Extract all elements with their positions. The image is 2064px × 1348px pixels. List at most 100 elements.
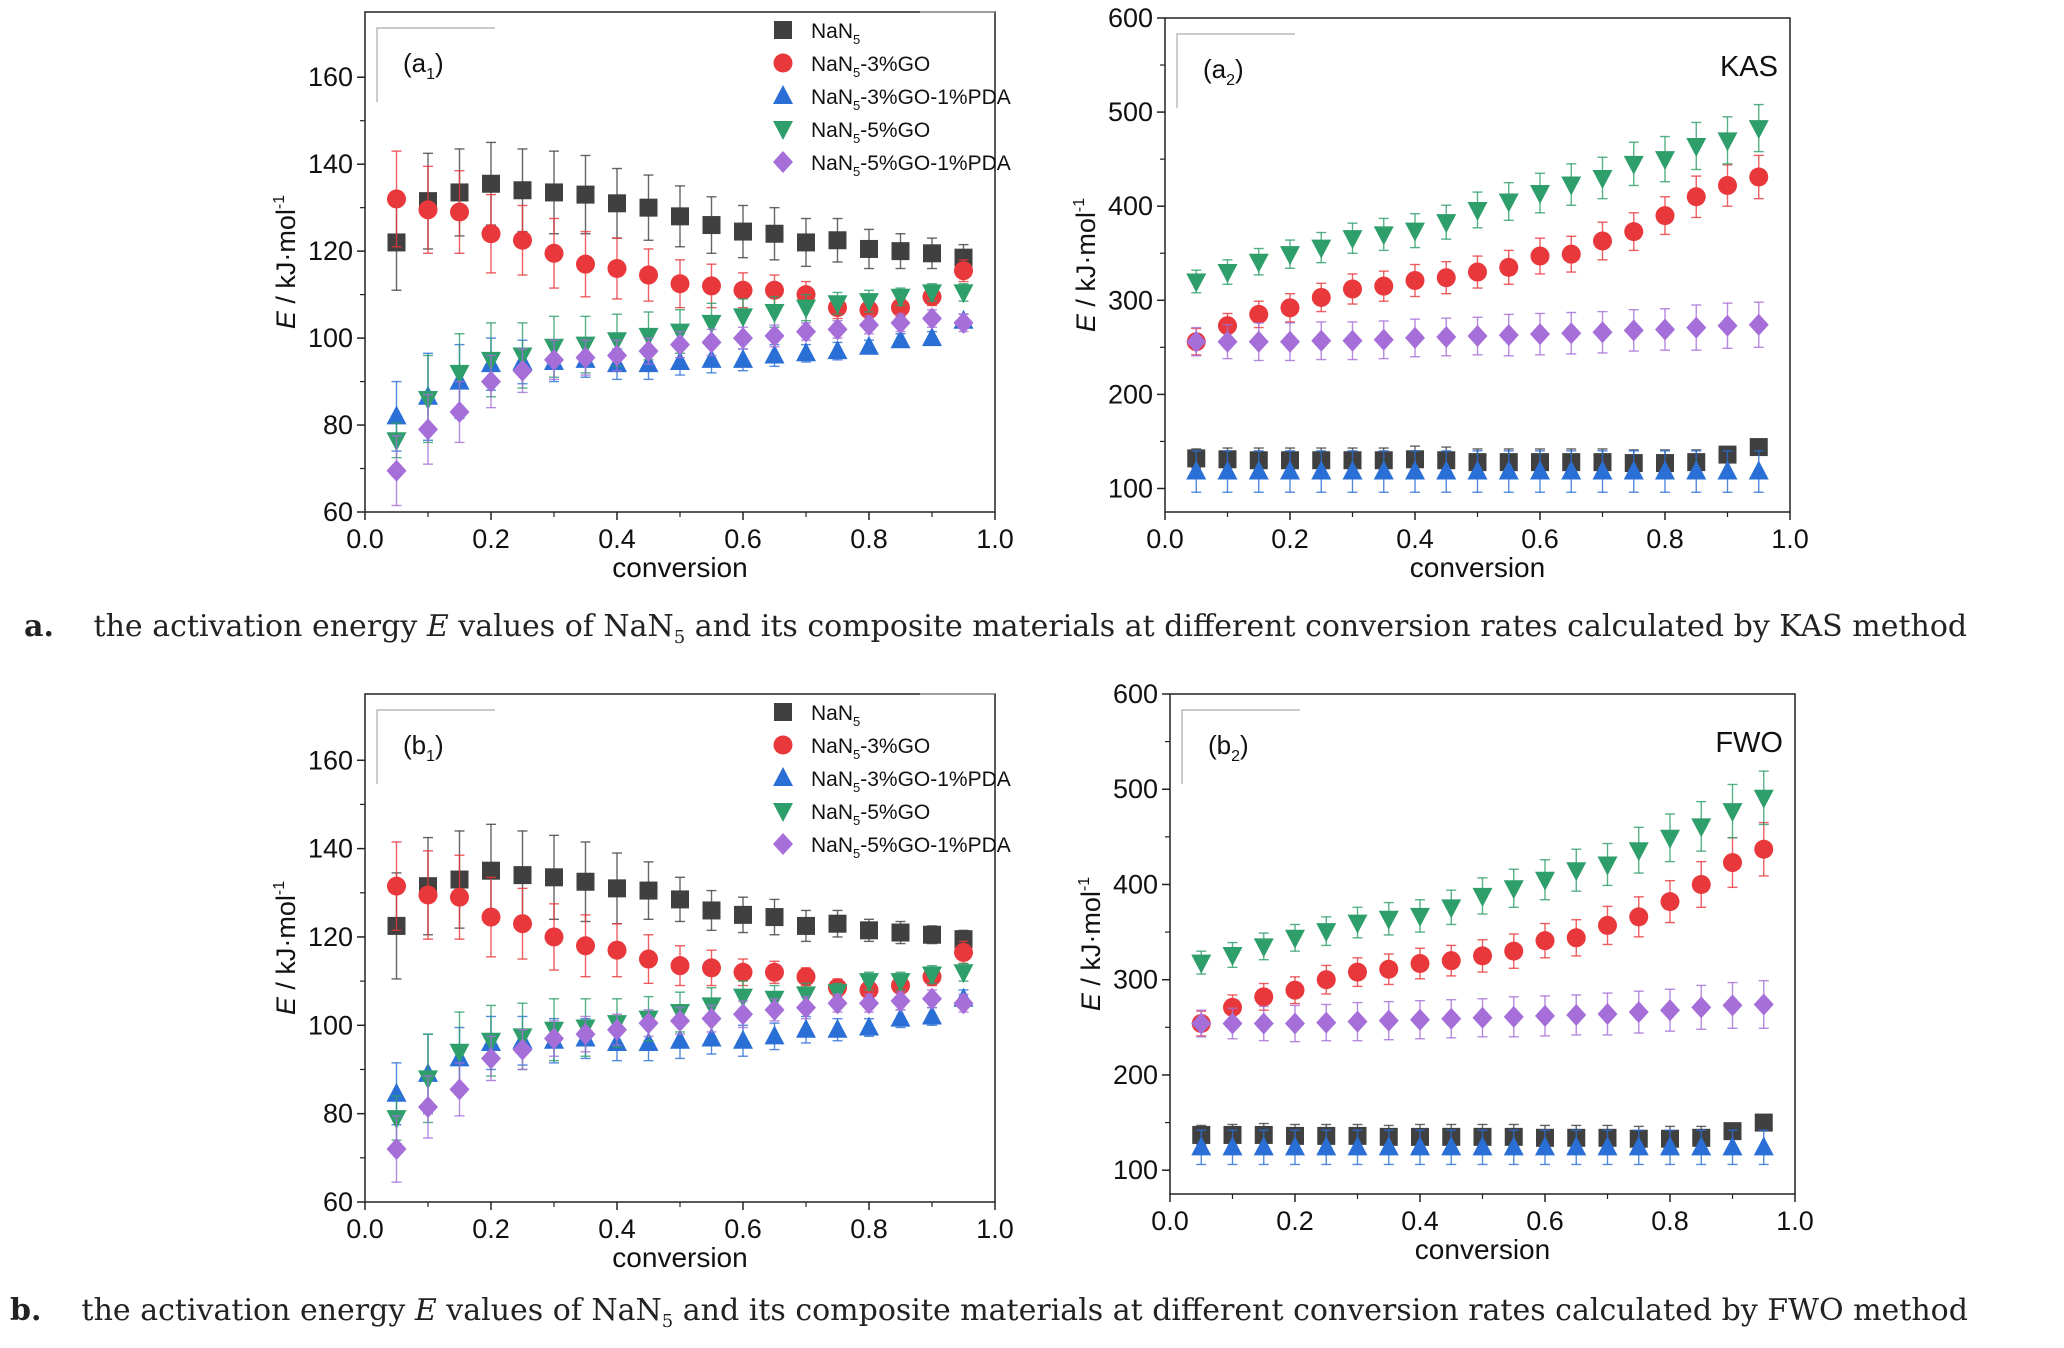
x-tick-label: 0.2 [1271,524,1309,554]
data-point [1254,987,1274,1007]
data-point [1467,201,1488,221]
y-tick-label: 100 [308,1010,353,1040]
data-point [1348,962,1367,982]
panel-label-end: ) [435,48,444,78]
legend-label-sub: 5 [853,747,860,762]
y-axis-label: E / kJ·mol-1 [271,195,301,329]
data-point [1722,994,1743,1017]
data-point [1717,460,1738,480]
data-point [765,280,784,300]
data-point [1628,1001,1649,1024]
data-point [544,927,564,947]
data-point [576,936,595,956]
data-point [1342,460,1363,480]
panel-label-box [376,27,495,102]
data-point [1186,460,1207,480]
data-point [1316,970,1336,990]
y-axis-label-sup: -1 [1076,877,1093,891]
x-tick-label: 0.2 [1276,1206,1314,1236]
data-point [859,335,879,355]
caption-b-pre: the activation energy [81,1293,415,1328]
data-point [1472,1136,1493,1156]
data-point [1316,1011,1337,1034]
caption-a: a. the activation energy E values of NaN… [24,609,2064,648]
data-point [1753,1136,1774,1156]
data-point [1467,460,1488,480]
data-point [1498,193,1519,213]
method-label: KAS [1720,51,1778,83]
caption-a-pre: the activation energy [93,609,427,644]
chart-b1: 0.0 0.2 0.4 0.6 0.8 1.0 60 80 100 120 140 160 conver… [0,0,1030,1300]
y-axis-label-italic: E [1071,313,1101,332]
data-point [576,185,595,204]
legend-label-sub: 5 [853,164,860,179]
chart-b1-svg: 0.0 0.2 0.4 0.6 0.8 1.0 60 80 100 120 140 160 conver… [271,693,1014,1273]
data-point [1498,324,1519,347]
panel-label-end: ) [1235,54,1244,84]
series-4 [1186,301,1769,362]
data-point [859,1016,879,1036]
data-point [638,1012,659,1035]
data-point [1222,1136,1243,1156]
y-tick-label: 400 [1113,869,1158,899]
data-point [1223,997,1242,1017]
x-tick-label: 0.0 [346,1214,384,1244]
y-axis-label: E / kJ·mol-1 [1071,198,1101,332]
caption-a-mid: values of NaN [448,609,674,644]
y-tick-label: 300 [1113,965,1158,995]
data-point [1691,1136,1712,1156]
legend-label: NaN5 [811,20,860,47]
data-point [827,318,848,341]
data-point [1373,226,1394,246]
series-2 [1191,1129,1774,1166]
data-point [608,879,626,898]
panel-label-base: (a [1203,54,1227,84]
data-point [513,866,532,885]
data-point [1280,330,1300,353]
x-tick-label: 0.0 [1151,1206,1189,1236]
y-axis-label-italic: E [1076,992,1106,1011]
legend-label-rest: -5%GO [860,801,930,824]
data-point [701,1027,722,1047]
data-point [1566,1003,1587,1026]
data-point [765,224,784,243]
data-point [1499,257,1519,277]
legend-marker [773,121,793,140]
chart-b2-svg: 0.0 0.2 0.4 0.6 0.8 1.0 100 200 300 400 500 600 conv… [1076,679,1814,1265]
legend-marker [774,703,792,721]
legend-label-rest: -5%GO [860,119,930,142]
data-point [890,311,911,334]
y-tick-label: 500 [1113,774,1158,804]
data-point [1530,460,1550,480]
data-point [1347,1010,1368,1033]
caption-a-post: and its composite materials at different… [685,609,1968,644]
data-point [450,202,469,222]
legend-marker [773,803,793,822]
data-point [1217,460,1238,480]
data-point [1561,244,1581,264]
data-point [1311,239,1332,259]
data-point [1655,460,1675,480]
x-axis-label: conversion [612,552,747,583]
data-point [954,248,973,267]
data-point [1191,1012,1212,1035]
x-axis-label: conversion [1415,1234,1550,1265]
y-axis-label-sup: -1 [1071,198,1088,212]
data-point [607,1018,627,1041]
data-point [733,348,753,368]
data-point [608,194,626,213]
legend-label: NaN5 [811,702,860,729]
chart-a2: 0.0 0.2 0.4 0.6 0.8 1.0 100 200 300 400 500 600 conv… [0,0,2064,610]
data-point [607,940,627,960]
x-tick-label: 1.0 [976,524,1014,554]
panel-label-base: (b [1208,730,1231,760]
data-point [1373,460,1394,480]
data-point [1592,321,1613,344]
panel-label-base: (a [403,48,427,78]
data-point [764,998,785,1021]
data-point [765,908,784,927]
data-point [1566,862,1587,882]
data-point [733,1029,753,1049]
y-axis-label-italic: E [271,310,301,329]
data-point [1342,329,1363,352]
